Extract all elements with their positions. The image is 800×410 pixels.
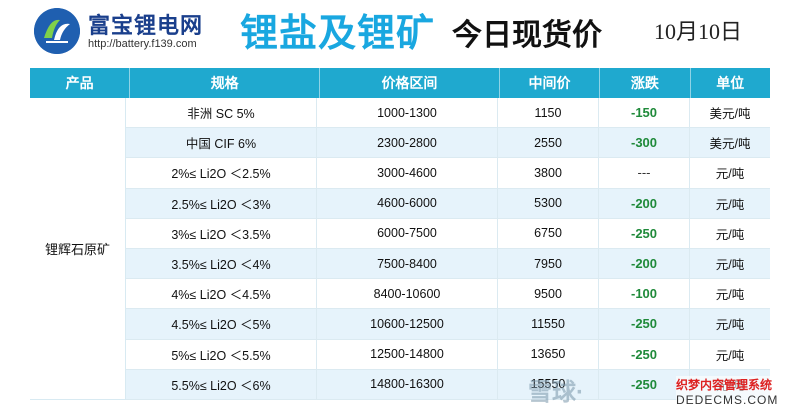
spec-cell: 3%≤ Li2O ＜3.5% (126, 218, 317, 248)
table-row: 非洲 SC 5% 1000-1300 1150 -150 美元/吨 (126, 98, 770, 129)
price-range-cell: 1000-1300 (317, 98, 498, 128)
price-range-cell: 3000-4600 (317, 158, 498, 188)
unit-cell: 元/吨 (715, 318, 745, 333)
spec-cell: 2.5%≤ Li2O ＜3% (126, 188, 317, 218)
unit-cell: 元/吨 (715, 227, 745, 242)
spec-cell: 5%≤ Li2O ＜5.5% (126, 339, 317, 369)
dedecms-domain: DEDECMS.COM (676, 393, 779, 407)
price-range-cell: 12500-14800 (317, 339, 498, 369)
table-row: 5%≤ Li2O ＜5.5% 12500-14800 13650 -250 元/吨 (126, 339, 770, 370)
brand-url[interactable]: http://battery.f139.com (88, 38, 197, 50)
page-title-black: 今日现货价 (452, 19, 602, 52)
column-header-change: 涨跌 (600, 68, 691, 98)
mid-price-cell: 9500 (498, 279, 599, 309)
change-cell: -200 (599, 188, 690, 218)
price-range-cell: 10600-12500 (317, 309, 498, 339)
spec-cell: 4.5%≤ Li2O ＜5% (126, 309, 317, 339)
unit-cell: 元/吨 (715, 288, 745, 303)
change-cell: -100 (599, 279, 690, 309)
column-header-unit: 单位 (716, 75, 745, 91)
brand-name: 富宝锂电网 (88, 13, 204, 38)
xueqiu-watermark: 雪球· (528, 379, 584, 406)
dedecms-name: 织梦内容管理系统 (676, 378, 773, 392)
spec-cell: 5.5%≤ Li2O ＜6% (126, 369, 317, 399)
price-table: 产品 规格 价格区间 中间价 涨跌 单位 锂辉石原矿 非洲 SC 5% 1000-… (30, 68, 770, 400)
change-cell: -200 (599, 248, 690, 279)
mid-price-cell: 1150 (498, 98, 599, 128)
mid-price-cell: 11550 (498, 309, 599, 339)
mid-price-cell: 7950 (498, 248, 599, 279)
table-row: 3.5%≤ Li2O ＜4% 7500-8400 7950 -200 元/吨 (126, 248, 770, 280)
unit-cell: 美元/吨 (709, 107, 751, 122)
page-title-colored: 锂盐及锂矿 (240, 13, 436, 55)
price-range-cell: 6000-7500 (317, 218, 498, 248)
table-row: 3%≤ Li2O ＜3.5% 6000-7500 6750 -250 元/吨 (126, 218, 770, 249)
unit-cell: 元/吨 (715, 197, 745, 212)
change-cell: -250 (599, 339, 690, 369)
price-range-cell: 2300-2800 (317, 128, 498, 158)
dedecms-watermark: 织梦内容管理系统 DEDECMS.COM (676, 376, 798, 410)
table-body: 锂辉石原矿 非洲 SC 5% 1000-1300 1150 -150 美元/吨 中国 CI… (30, 98, 770, 400)
change-cell: --- (599, 158, 690, 188)
table-row: 4.5%≤ Li2O ＜5% 10600-12500 11550 -250 元/吨 (126, 309, 770, 340)
page-header: 富宝锂电网 http://battery.f139.com 锂盐及锂矿 今日现货… (0, 0, 800, 68)
table-row: 2.5%≤ Li2O ＜3% 4600-6000 5300 -200 元/吨 (126, 188, 770, 219)
mid-price-cell: 5300 (498, 188, 599, 218)
price-range-cell: 4600-6000 (317, 188, 498, 218)
fubao-logo-icon (34, 8, 80, 54)
column-header-mid: 中间价 (500, 68, 601, 98)
change-cell: -250 (599, 218, 690, 248)
column-header-range: 价格区间 (320, 68, 500, 98)
product-group-label: 锂辉石原矿 (30, 98, 126, 400)
change-cell: -150 (599, 98, 690, 128)
unit-cell: 美元/吨 (709, 137, 751, 152)
spec-cell: 中国 CIF 6% (126, 128, 317, 158)
spec-cell: 3.5%≤ Li2O ＜4% (126, 248, 317, 279)
mid-price-cell: 6750 (498, 218, 599, 248)
table-row: 4%≤ Li2O ＜4.5% 8400-10600 9500 -100 元/吨 (126, 279, 770, 310)
date-label: 10月10日 (654, 19, 743, 44)
spec-cell: 非洲 SC 5% (126, 98, 317, 128)
unit-cell: 元/吨 (715, 258, 745, 273)
spec-cell: 2%≤ Li2O ＜2.5% (126, 158, 317, 188)
unit-cell: 元/吨 (715, 348, 745, 363)
price-range-cell: 14800-16300 (317, 369, 498, 399)
table-rows: 非洲 SC 5% 1000-1300 1150 -150 美元/吨 中国 CIF 6% 23… (126, 98, 770, 400)
column-header-product: 产品 (30, 68, 131, 98)
mid-price-cell: 2550 (498, 128, 599, 158)
change-cell: -300 (599, 128, 690, 158)
table-row: 2%≤ Li2O ＜2.5% 3000-4600 3800 --- 元/吨 (126, 158, 770, 189)
mid-price-cell: 3800 (498, 158, 599, 188)
mid-price-cell: 13650 (498, 339, 599, 369)
table-header: 产品 规格 价格区间 中间价 涨跌 单位 (30, 68, 770, 98)
spec-cell: 4%≤ Li2O ＜4.5% (126, 279, 317, 309)
table-row: 中国 CIF 6% 2300-2800 2550 -300 美元/吨 (126, 128, 770, 159)
price-range-cell: 7500-8400 (317, 248, 498, 279)
price-range-cell: 8400-10600 (317, 279, 498, 309)
column-header-spec: 规格 (130, 68, 321, 98)
unit-cell: 元/吨 (715, 167, 745, 182)
mid-price-cell: 15550 (498, 369, 599, 399)
change-cell: -250 (599, 309, 690, 339)
